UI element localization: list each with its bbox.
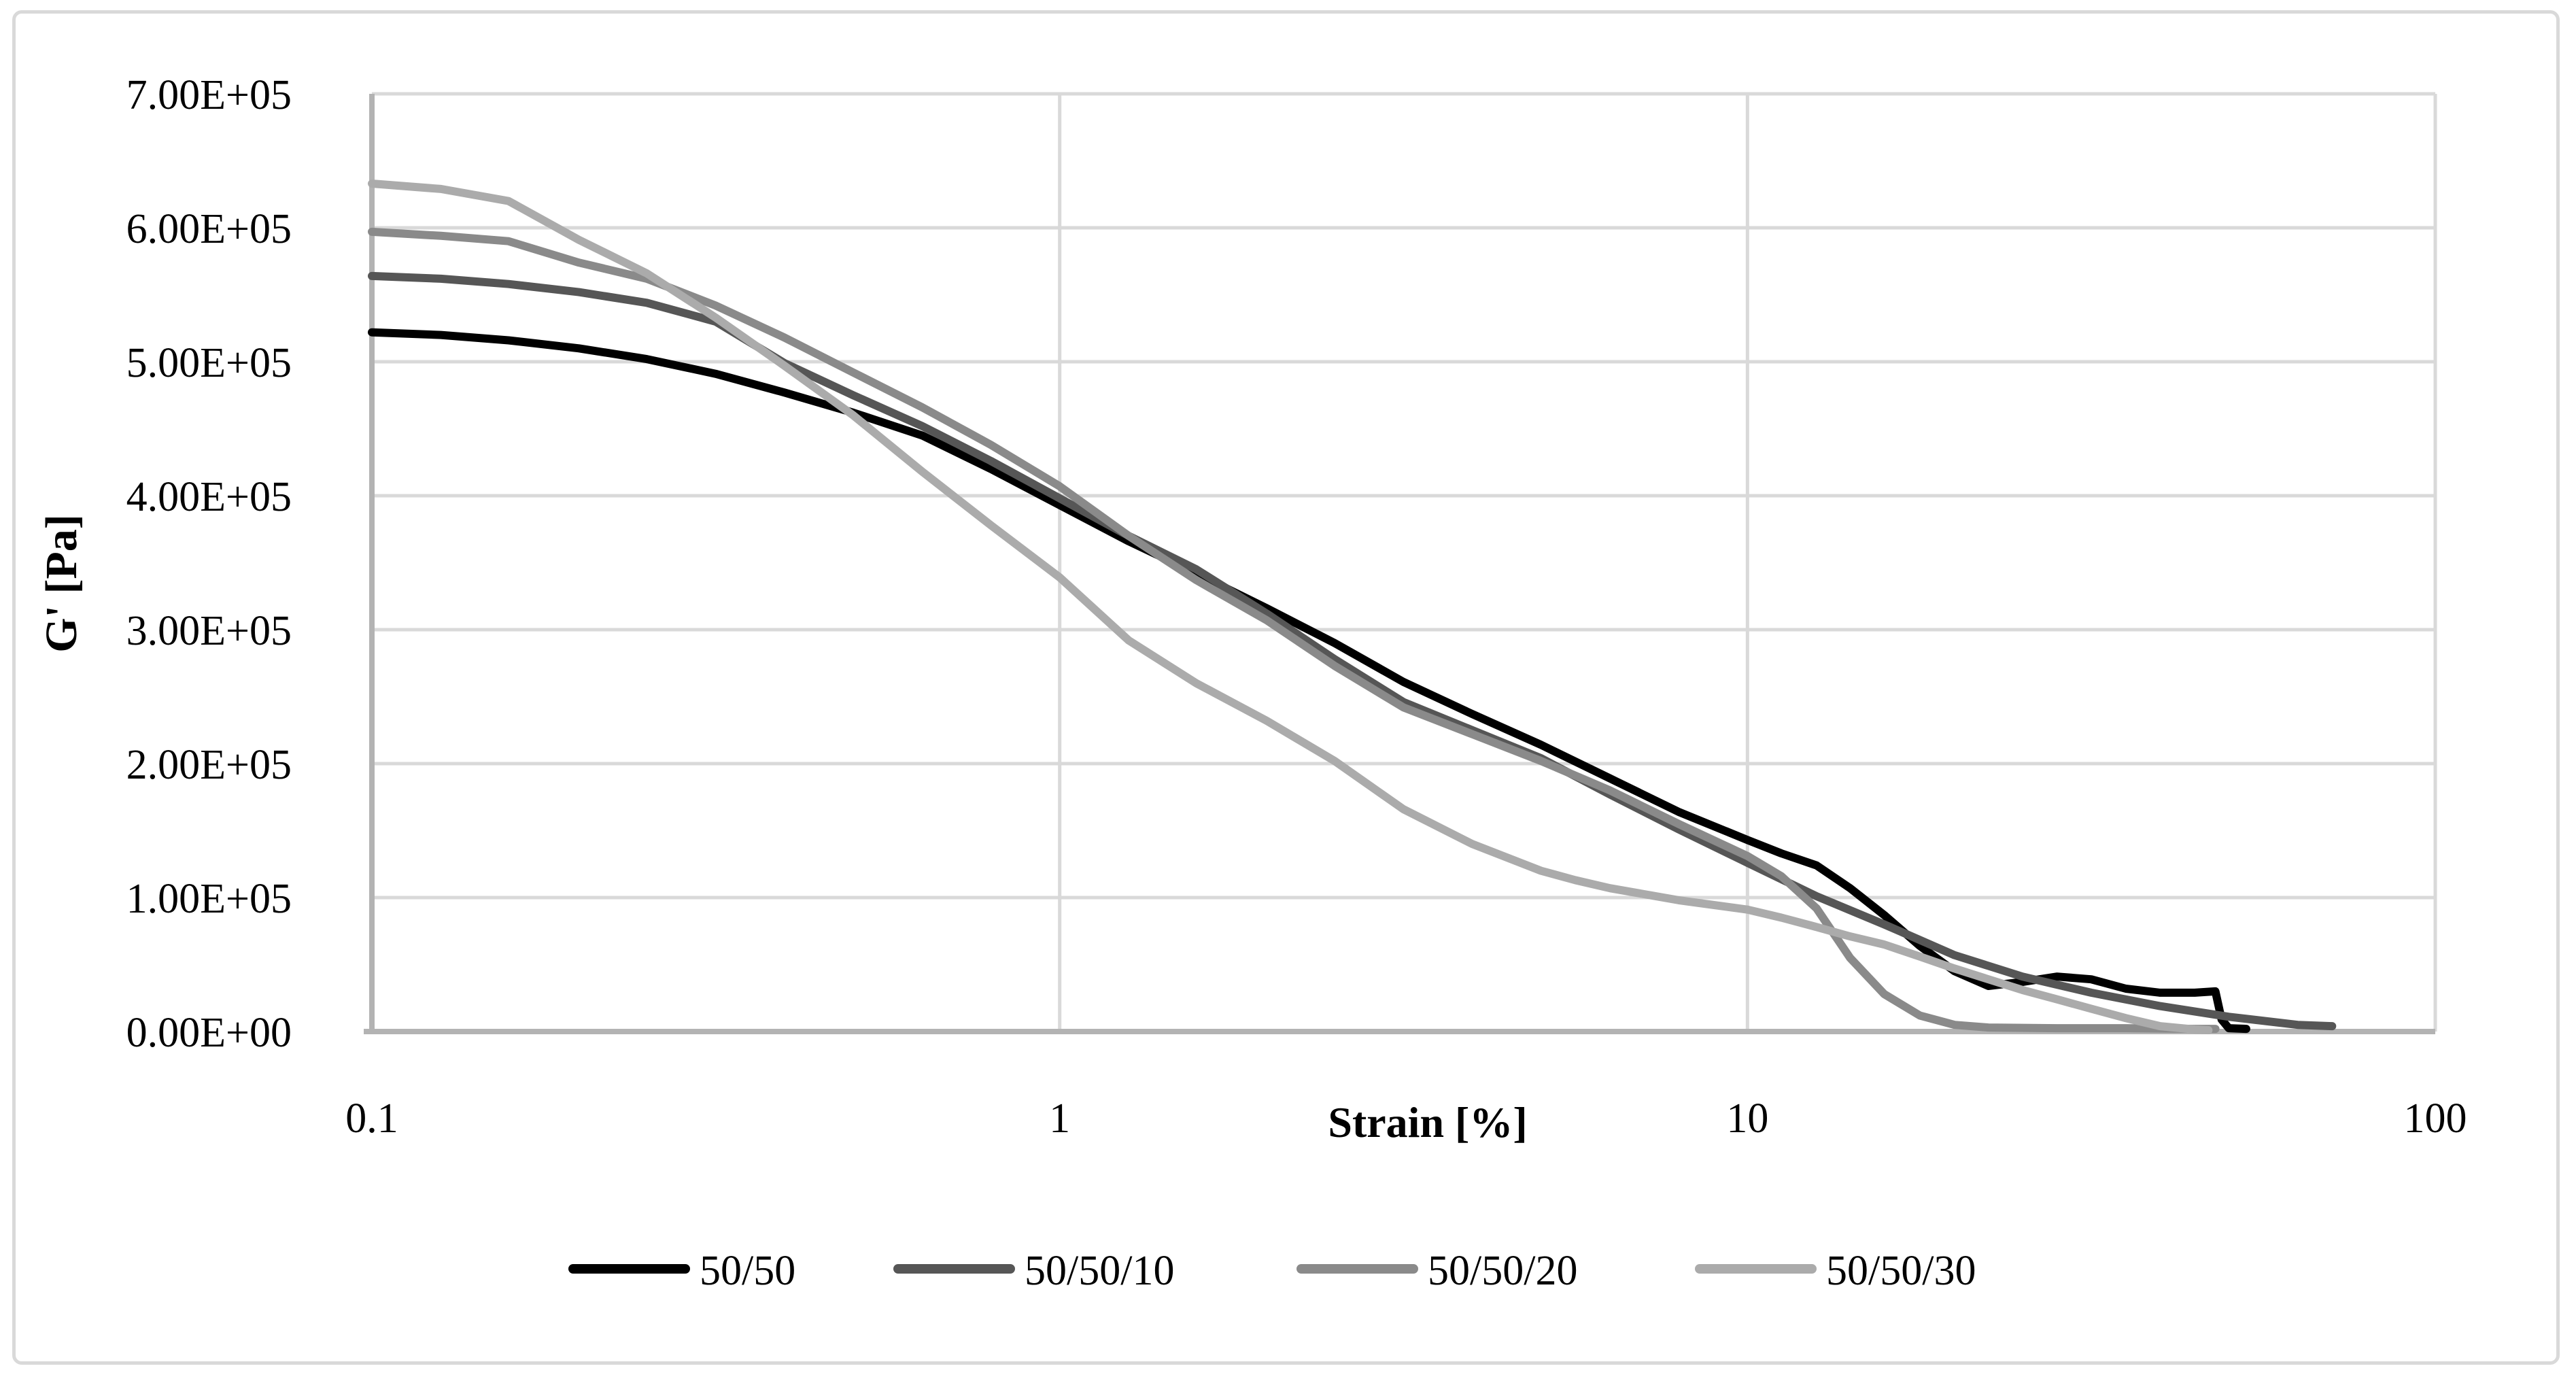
series-line-50-50-10: [368, 271, 2337, 1031]
y-tick-label: 3.00E+05: [126, 608, 292, 654]
y-tick-label: 4.00E+05: [126, 474, 292, 520]
legend-label-50-50: 50/50: [700, 1248, 795, 1294]
y-tick-label: 6.00E+05: [126, 206, 292, 252]
y-axis-title: G' [Pa]: [37, 514, 86, 652]
y-tick-label: 2.00E+05: [126, 742, 292, 788]
x-tick-label: 1: [1049, 1095, 1070, 1142]
x-axis-title: Strain [%]: [1328, 1098, 1527, 1146]
series-line-50-50-30: [368, 180, 2213, 1034]
x-tick-label: 10: [1726, 1095, 1768, 1142]
series-line-50-50: [368, 328, 2250, 1034]
legend-label-50-50-20: 50/50/20: [1428, 1248, 1577, 1294]
y-tick-label: 1.00E+05: [126, 876, 292, 922]
x-tick-label: 100: [2404, 1095, 2467, 1142]
y-tick-label: 7.00E+05: [126, 72, 292, 118]
y-tick-label: 0.00E+00: [126, 1010, 292, 1056]
x-tick-label: 0.1: [345, 1095, 398, 1142]
series-line-50-50-20: [368, 227, 2220, 1034]
y-tick-label: 5.00E+05: [126, 340, 292, 386]
legend-label-50-50-10: 50/50/10: [1025, 1248, 1174, 1294]
legend-label-50-50-30: 50/50/30: [1826, 1248, 1976, 1294]
figure-border: [12, 10, 2560, 1365]
